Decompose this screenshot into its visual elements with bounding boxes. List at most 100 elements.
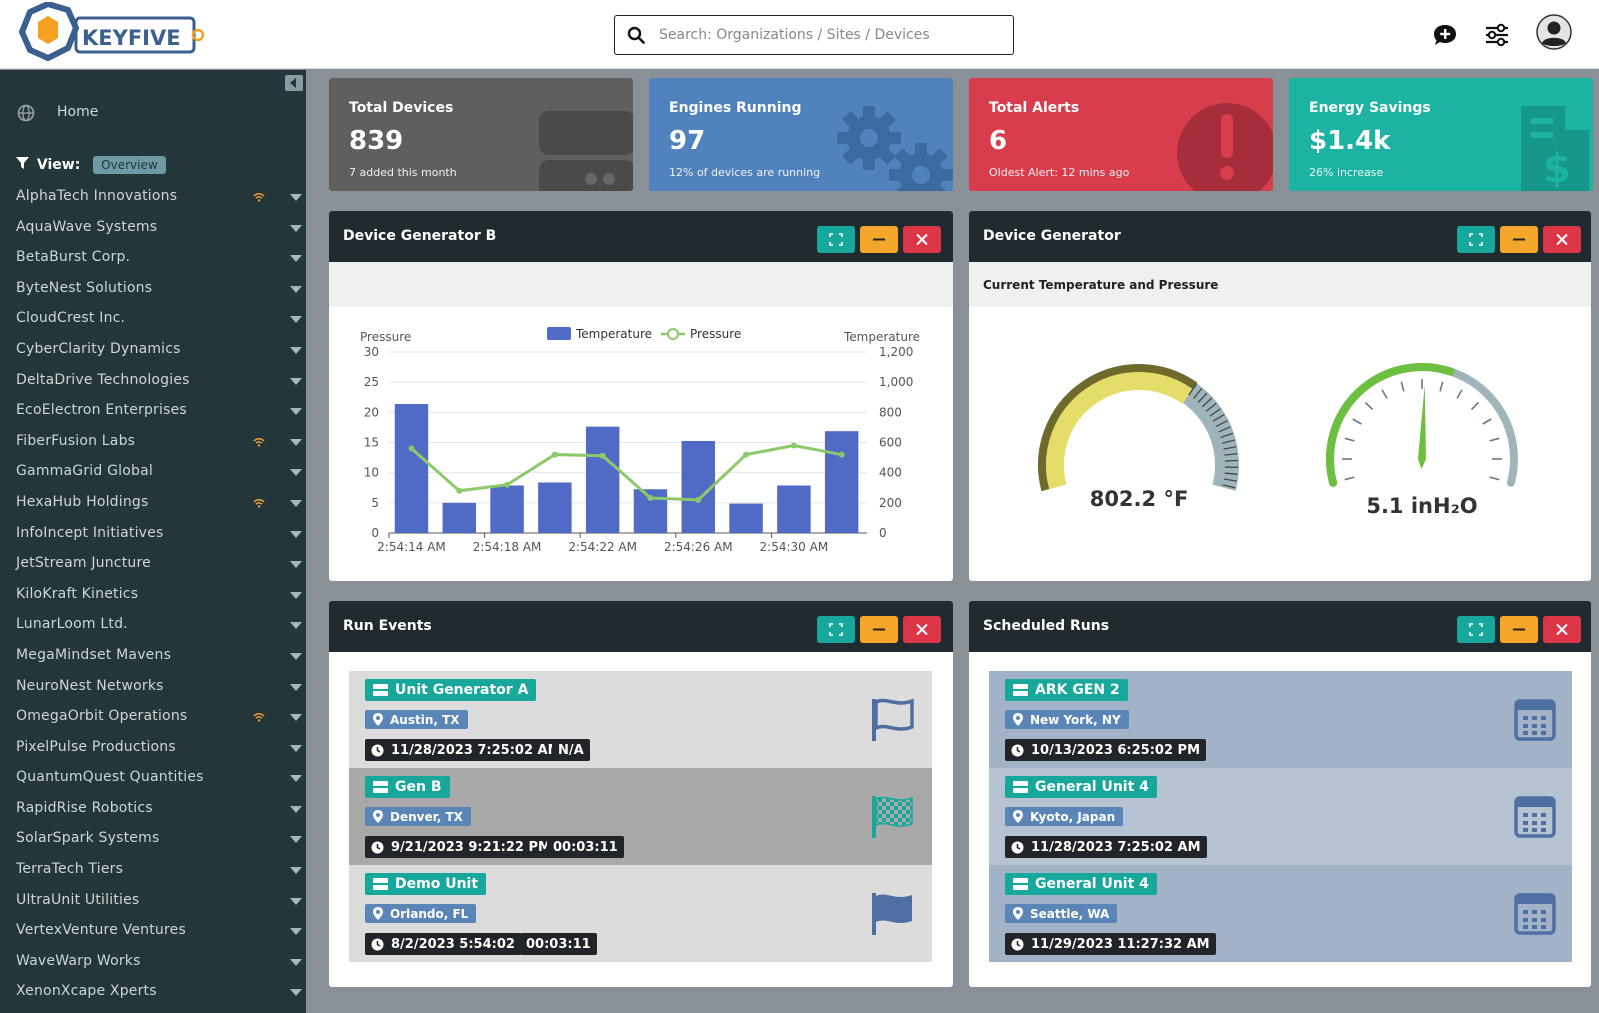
unit-tag[interactable]: Demo Unit — [365, 873, 487, 895]
close-button[interactable] — [1543, 616, 1581, 643]
sidebar-org-item[interactable]: AlphaTech Innovations — [0, 185, 306, 216]
temperature-bar[interactable] — [490, 485, 524, 533]
flag-solid-icon[interactable] — [870, 891, 916, 937]
sidebar-org-item[interactable]: XenonXcape Xperts — [0, 980, 306, 1011]
close-button[interactable] — [1543, 226, 1581, 253]
sidebar-org-item[interactable]: ByteNest Solutions — [0, 277, 306, 308]
pressure-point[interactable] — [790, 442, 797, 449]
temperature-bar[interactable] — [585, 426, 620, 533]
temperature-bar[interactable] — [777, 485, 811, 533]
pressure-point[interactable] — [743, 451, 750, 458]
chevron-down-icon[interactable] — [290, 652, 302, 660]
view-filter[interactable]: View: Overview — [16, 156, 166, 178]
user-avatar-icon[interactable] — [1536, 14, 1572, 50]
temperature-bar[interactable] — [538, 482, 572, 533]
sidebar-org-item[interactable]: BetaBurst Corp. — [0, 246, 306, 277]
sidebar-org-item[interactable]: InfoIncept Initiatives — [0, 522, 306, 553]
chevron-down-icon[interactable] — [290, 622, 302, 630]
sidebar-org-item[interactable]: UltraUnit Utilities — [0, 889, 306, 920]
minimize-button[interactable] — [860, 616, 898, 643]
chevron-down-icon[interactable] — [290, 805, 302, 813]
sidebar-org-item[interactable]: CyberClarity Dynamics — [0, 338, 306, 369]
sidebar-org-item[interactable]: WaveWarp Works — [0, 950, 306, 981]
sidebar-org-item[interactable]: OmegaOrbit Operations — [0, 705, 306, 736]
sliders-icon[interactable] — [1482, 20, 1512, 50]
scheduled-run-row[interactable]: ARK GEN 2 New York, NY 10/13/2023 6:25:0… — [989, 671, 1572, 768]
pressure-point[interactable] — [838, 451, 845, 458]
calendar-icon[interactable] — [1514, 794, 1556, 838]
chevron-down-icon[interactable] — [290, 346, 302, 354]
chevron-down-icon[interactable] — [290, 744, 302, 752]
sidebar-org-item[interactable]: TerraTech Tiers — [0, 858, 306, 889]
sidebar-collapse-button[interactable] — [285, 75, 303, 91]
unit-tag[interactable]: General Unit 4 — [1005, 776, 1157, 798]
sidebar-org-item[interactable]: NeuroNest Networks — [0, 675, 306, 706]
chart-legend[interactable]: Temperature Pressure — [547, 327, 741, 341]
chevron-down-icon[interactable] — [290, 989, 302, 997]
chevron-down-icon[interactable] — [290, 561, 302, 569]
sidebar-org-item[interactable]: MegaMindset Mavens — [0, 644, 306, 675]
pressure-point[interactable] — [647, 495, 654, 502]
sidebar-org-item[interactable]: HexaHub Holdings — [0, 491, 306, 522]
chevron-down-icon[interactable] — [290, 897, 302, 905]
run-event-row[interactable]: Gen B Denver, TX 9/21/2023 9:21:22 PM 00… — [349, 768, 932, 865]
unit-tag[interactable]: General Unit 4 — [1005, 873, 1157, 895]
pressure-point[interactable] — [456, 487, 463, 494]
view-badge[interactable]: Overview — [93, 156, 166, 174]
sidebar-org-item[interactable]: RapidRise Robotics — [0, 797, 306, 828]
pressure-point[interactable] — [408, 445, 415, 452]
chevron-down-icon[interactable] — [290, 224, 302, 232]
pressure-point[interactable] — [504, 481, 511, 488]
run-event-row[interactable]: Demo Unit Orlando, FL 8/2/2023 5:54:02 0… — [349, 865, 932, 962]
close-button[interactable] — [903, 226, 941, 253]
temperature-bar[interactable] — [442, 502, 476, 533]
chevron-down-icon[interactable] — [290, 836, 302, 844]
pressure-point[interactable] — [551, 451, 558, 458]
unit-tag[interactable]: Unit Generator A — [365, 679, 537, 701]
search-box[interactable] — [614, 15, 1014, 55]
chevron-down-icon[interactable] — [290, 530, 302, 538]
temperature-bar[interactable] — [394, 404, 429, 533]
calendar-icon[interactable] — [1514, 697, 1556, 741]
sidebar-org-item[interactable]: DeltaDrive Technologies — [0, 369, 306, 400]
chevron-down-icon[interactable] — [290, 194, 302, 201]
chevron-down-icon[interactable] — [290, 377, 302, 385]
chat-plus-icon[interactable] — [1430, 20, 1460, 50]
expand-button[interactable] — [1457, 226, 1495, 253]
expand-button[interactable] — [1457, 616, 1495, 643]
minimize-button[interactable] — [1500, 226, 1538, 253]
sidebar-org-item[interactable]: GammaGrid Global — [0, 460, 306, 491]
sidebar-org-item[interactable]: QuantumQuest Quantities — [0, 766, 306, 797]
unit-tag[interactable]: ARK GEN 2 — [1005, 679, 1128, 701]
unit-tag[interactable]: Gen B — [365, 776, 450, 798]
sidebar-org-item[interactable]: CloudCrest Inc. — [0, 307, 306, 338]
minimize-button[interactable] — [860, 226, 898, 253]
chevron-down-icon[interactable] — [290, 775, 302, 783]
pressure-point[interactable] — [599, 452, 606, 459]
chevron-down-icon[interactable] — [290, 683, 302, 691]
chevron-down-icon[interactable] — [290, 285, 302, 293]
scheduled-run-row[interactable]: General Unit 4 Seattle, WA 11/29/2023 11… — [989, 865, 1572, 962]
temperature-bar[interactable] — [729, 503, 763, 533]
chevron-down-icon[interactable] — [290, 928, 302, 936]
chevron-down-icon[interactable] — [290, 499, 302, 507]
sidebar-org-item[interactable]: PixelPulse Productions — [0, 736, 306, 767]
sidebar-org-item[interactable]: LunarLoom Ltd. — [0, 613, 306, 644]
chevron-down-icon[interactable] — [290, 867, 302, 875]
temperature-bar[interactable] — [681, 440, 715, 533]
sidebar-org-item[interactable]: SolarSpark Systems — [0, 827, 306, 858]
sidebar-org-item[interactable]: FiberFusion Labs — [0, 430, 306, 461]
stat-card-total-alerts[interactable]: Total Alerts 6 Oldest Alert: 12 mins ago — [969, 78, 1273, 191]
expand-button[interactable] — [817, 616, 855, 643]
flag-outline-icon[interactable] — [870, 697, 916, 743]
sidebar-org-item[interactable]: JetStream Juncture — [0, 552, 306, 583]
chevron-down-icon[interactable] — [290, 591, 302, 599]
close-button[interactable] — [903, 616, 941, 643]
chevron-down-icon[interactable] — [290, 255, 302, 263]
scheduled-run-row[interactable]: General Unit 4 Kyoto, Japan 11/28/2023 7… — [989, 768, 1572, 865]
chevron-down-icon[interactable] — [290, 958, 302, 966]
run-event-row[interactable]: Unit Generator A Austin, TX 11/28/2023 7… — [349, 671, 932, 768]
search-input[interactable] — [659, 22, 999, 48]
temperature-bar[interactable] — [824, 431, 859, 533]
keyfive-logo[interactable]: KEYFIVE — [18, 2, 208, 66]
